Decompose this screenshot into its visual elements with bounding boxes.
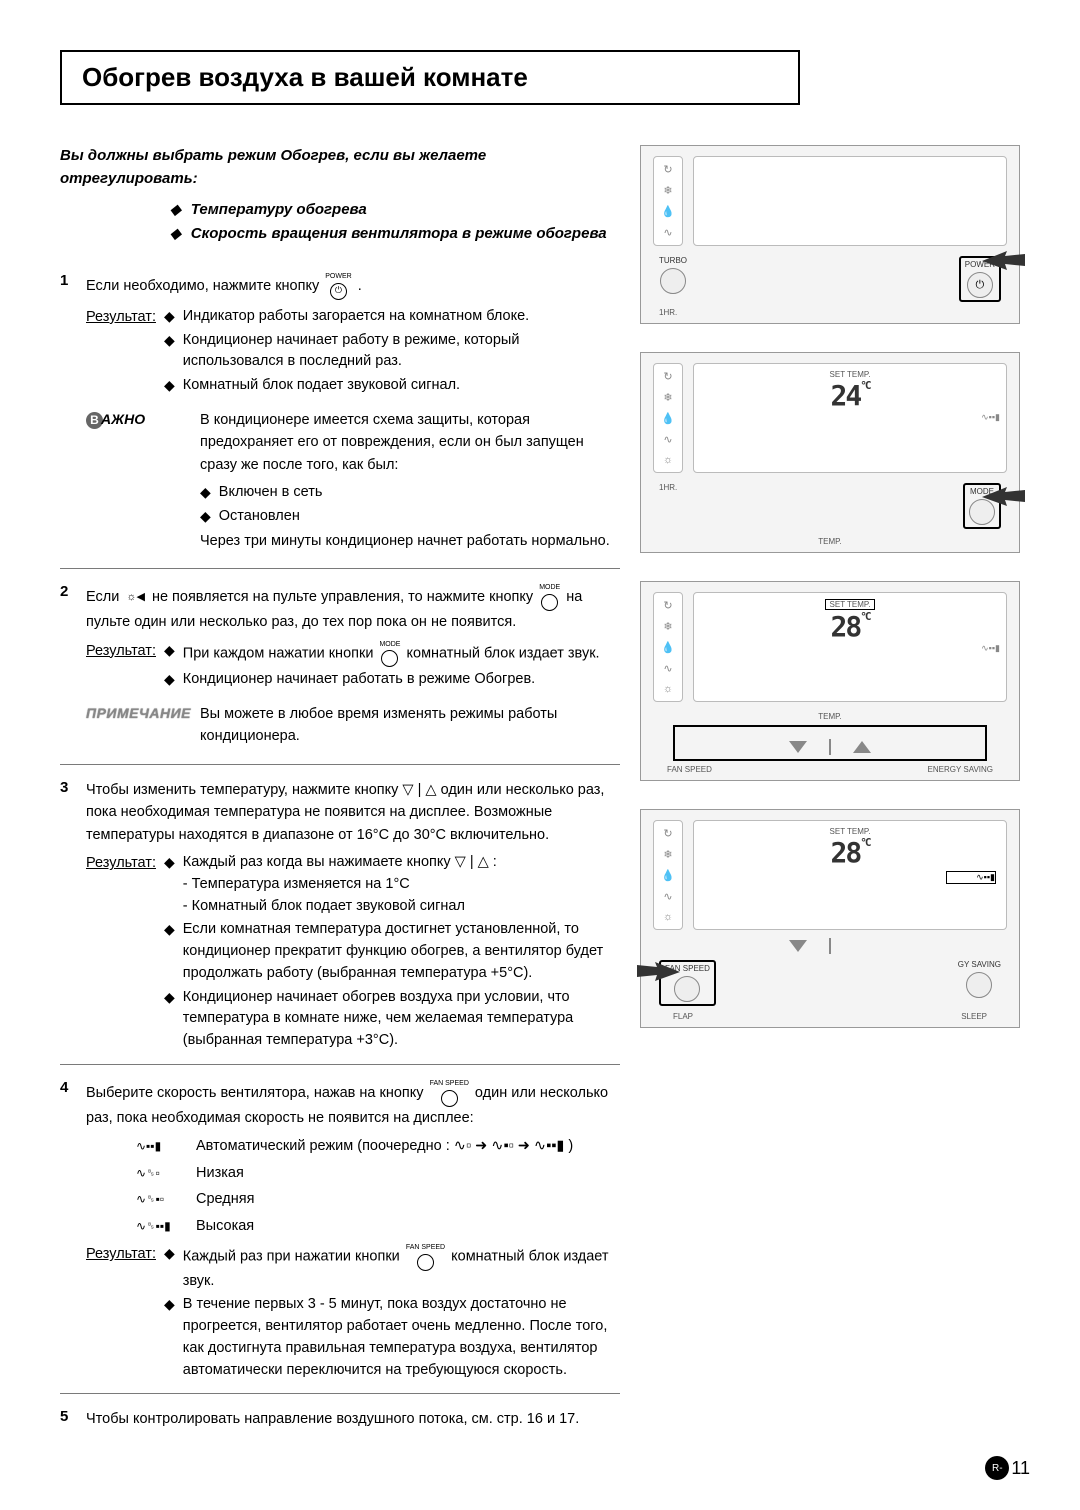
separator bbox=[829, 739, 831, 755]
pointer-hand-icon bbox=[977, 472, 1027, 522]
page-title: Обогрев воздуха в вашей комнате bbox=[82, 62, 778, 93]
lcd-display: SET TEMP. 28°C ∿▪▪▮ bbox=[693, 820, 1007, 930]
result-label: Результат: bbox=[86, 306, 156, 399]
temp-buttons-highlighted bbox=[673, 725, 987, 761]
step4-bullet: В течение первых 3 - 5 минут, пока возду… bbox=[183, 1294, 620, 1381]
triangle-down-icon bbox=[789, 741, 807, 753]
fan-low-icon: ∿␈▫ bbox=[136, 1164, 182, 1183]
lcd-display bbox=[693, 156, 1007, 246]
step1-bullet: Индикатор работы загорается на комнатном… bbox=[183, 306, 529, 328]
energy-button: GY SAVING bbox=[958, 960, 1001, 1006]
step2-note: Вы можете в любое время изменять режимы … bbox=[200, 703, 620, 748]
energy-label: ENERGY SAVING bbox=[928, 765, 994, 774]
mode-icons-column: ↻❄💧∿☼ bbox=[653, 820, 683, 930]
power-button-icon: POWER ⏻ bbox=[325, 272, 351, 300]
step3-bullet-group: Каждый раз когда вы нажимаете кнопку ▽ |… bbox=[183, 852, 497, 917]
step1-bullet: Кондиционер начинает работу в режиме, ко… bbox=[183, 330, 620, 374]
fan-speed-row: ∿␈▫Низкая bbox=[136, 1162, 620, 1184]
pointer-hand-icon bbox=[635, 947, 685, 997]
step1-note: В кондиционере имеется схема защиты, кот… bbox=[200, 409, 620, 476]
temp-label: TEMP. bbox=[653, 712, 1007, 721]
intro-lead: Вы должны выбрать режим Обогрев, если вы… bbox=[60, 145, 620, 190]
page-number: R- 11 bbox=[985, 1456, 1030, 1480]
triangle-up-icon bbox=[853, 741, 871, 753]
remote-figure-fanspeed: ↻❄💧∿☼ SET TEMP. 28°C ∿▪▪▮ FAN SPEED GY S… bbox=[640, 809, 1020, 1028]
mode-icons-column: ↻❄💧∿☼ bbox=[653, 363, 683, 473]
step4-bullet: Каждый раз при нажатии кнопки FAN SPEED … bbox=[183, 1243, 620, 1292]
lcd-display: SET TEMP. 24°C ∿▪▪▮ bbox=[693, 363, 1007, 473]
step-2: 2 Если ☼◀ не появляется на пульте управл… bbox=[60, 575, 620, 765]
fan-high-icon: ∿␈▪▪▮ bbox=[136, 1217, 182, 1236]
important-label: ВАЖНО bbox=[86, 409, 186, 558]
separator bbox=[829, 938, 831, 954]
step-5: 5 Чтобы контролировать направление возду… bbox=[60, 1400, 620, 1446]
intro-item: Температуру обогрева bbox=[191, 198, 367, 222]
fanspeed-button-icon: FAN SPEED bbox=[406, 1243, 445, 1271]
step2-bullet: При каждом нажатии кнопки MODE комнатный… bbox=[183, 640, 600, 668]
step-1: 1 Если необходимо, нажмите кнопку POWER … bbox=[60, 264, 620, 569]
step1-note-bullet: Включен в сеть bbox=[219, 482, 323, 504]
hr-label: 1HR. bbox=[659, 483, 677, 492]
mode-button-icon: MODE bbox=[539, 583, 560, 611]
step1-note-bullet: Остановлен bbox=[219, 506, 300, 528]
fanspeed-button-icon: FAN SPEED bbox=[430, 1079, 469, 1107]
triangle-down-icon bbox=[789, 940, 807, 952]
temp-label: TEMP. bbox=[653, 537, 1007, 546]
turbo-button: TURBO bbox=[659, 256, 687, 294]
pointer-hand-icon bbox=[977, 236, 1027, 286]
lcd-display: SET TEMP. 28°C ∿▪▪▮ bbox=[693, 592, 1007, 702]
text-column: Вы должны выбрать режим Обогрев, если вы… bbox=[60, 145, 620, 1453]
step2-text: Если ☼◀ не появляется на пульте управлен… bbox=[86, 583, 620, 633]
step-4: 4 Выберите скорость вентилятора, нажав н… bbox=[60, 1071, 620, 1394]
sun-arrow-icon: ☼◀ bbox=[126, 589, 145, 606]
fan-med-icon: ∿␈▪▫ bbox=[136, 1190, 182, 1209]
result-label: Результат: bbox=[86, 640, 156, 693]
intro-item: Скорость вращения вентилятора в режиме о… bbox=[191, 222, 607, 246]
step2-bullet: Кондиционер начинает работать в режиме О… bbox=[183, 669, 535, 691]
step5-text: Чтобы контролировать направление воздушн… bbox=[86, 1408, 620, 1430]
step4-text: Выберите скорость вентилятора, нажав на … bbox=[86, 1079, 620, 1129]
fanspeed-label: FAN SPEED bbox=[667, 765, 712, 774]
remote-figure-temp: ↻❄💧∿☼ SET TEMP. 28°C ∿▪▪▮ TEMP. FAN SPEE… bbox=[640, 581, 1020, 781]
figures-column: ↻❄💧∿ TURBO POWER⏻ 1HR. ↻❄💧∿☼ SET TEMP. 2… bbox=[640, 145, 1020, 1453]
remote-figure-mode: ↻❄💧∿☼ SET TEMP. 24°C ∿▪▪▮ 1HR. MODE TEMP… bbox=[640, 352, 1020, 553]
step3-bullet: Кондиционер начинает обогрев воздуха при… bbox=[183, 987, 620, 1052]
mode-icons-column: ↻❄💧∿☼ bbox=[653, 592, 683, 702]
sleep-label: SLEEP bbox=[961, 1012, 987, 1021]
flap-label: FLAP bbox=[673, 1012, 693, 1021]
step-number: 4 bbox=[60, 1079, 74, 1383]
step3-bullet: Если комнатная температура достигнет уст… bbox=[183, 919, 620, 984]
mode-icons-column: ↻❄💧∿ bbox=[653, 156, 683, 246]
step1-text: Если необходимо, нажмите кнопку POWER ⏻ … bbox=[86, 272, 620, 300]
hr-label: 1HR. bbox=[659, 308, 677, 317]
step1-note-after: Через три минуты кондиционер начнет рабо… bbox=[200, 530, 620, 552]
fan-speed-row: ∿␈▪▪▮Высокая bbox=[136, 1215, 620, 1237]
remote-figure-power: ↻❄💧∿ TURBO POWER⏻ 1HR. bbox=[640, 145, 1020, 324]
result-label: Результат: bbox=[86, 1243, 156, 1383]
note-label: ПРИМЕЧАНИЕ bbox=[86, 703, 186, 754]
main-content: Вы должны выбрать режим Обогрев, если вы… bbox=[60, 145, 1030, 1453]
fan-speed-row: ∿␈▪▫Средняя bbox=[136, 1188, 620, 1210]
step1-bullet: Комнатный блок подает звуковой сигнал. bbox=[183, 375, 460, 397]
step-number: 1 bbox=[60, 272, 74, 558]
page-title-box: Обогрев воздуха в вашей комнате bbox=[60, 50, 800, 105]
step-number: 2 bbox=[60, 583, 74, 754]
fan-high-icon: ∿▪▪▮ bbox=[136, 1137, 182, 1156]
result-label: Результат: bbox=[86, 852, 156, 1054]
mode-button-icon: MODE bbox=[379, 640, 400, 668]
fan-auto-row: ∿▪▪▮ Автоматический режим (поочередно : … bbox=[136, 1135, 620, 1157]
step-number: 3 bbox=[60, 779, 74, 1054]
step3-text: Чтобы изменить температуру, нажмите кноп… bbox=[86, 779, 620, 846]
step-3: 3 Чтобы изменить температуру, нажмите кн… bbox=[60, 771, 620, 1065]
intro-list: ◆Температуру обогрева ◆Скорость вращения… bbox=[170, 198, 620, 246]
step-number: 5 bbox=[60, 1408, 74, 1436]
